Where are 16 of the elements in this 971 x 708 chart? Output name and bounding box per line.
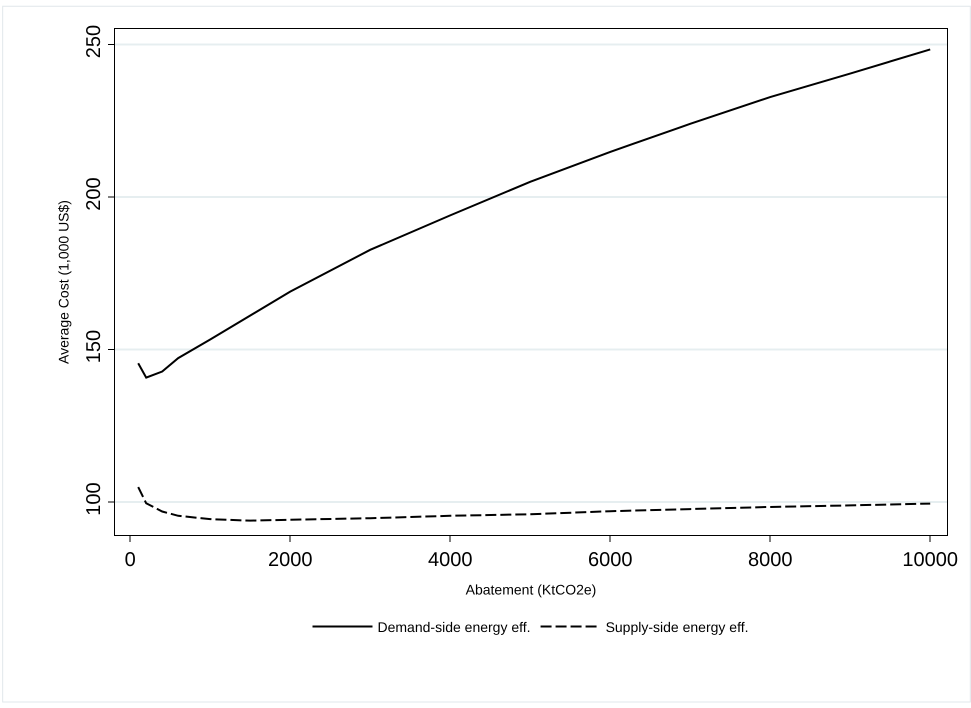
x-axis-title: Abatement (KtCO2e) — [466, 581, 596, 598]
x-tick-label: 2000 — [268, 549, 312, 571]
y-axis-title: Average Cost (1,000 US$) — [56, 200, 72, 364]
y-tick-label: 250 — [83, 24, 105, 58]
x-tick-label: 8000 — [748, 549, 792, 571]
x-tick-label: 0 — [124, 549, 136, 571]
legend-label: Demand-side energy eff. — [378, 618, 531, 635]
x-tick-label: 4000 — [428, 549, 472, 571]
y-tick-label: 200 — [83, 177, 105, 211]
line-series — [137, 48, 932, 379]
y-tick-label: 100 — [83, 482, 105, 516]
x-tick-label: 6000 — [588, 549, 632, 571]
legend-label: Supply-side energy eff. — [606, 618, 749, 635]
y-tick-label: 150 — [83, 330, 105, 364]
x-tick-label: 10000 — [902, 549, 958, 571]
line-series — [137, 486, 932, 522]
